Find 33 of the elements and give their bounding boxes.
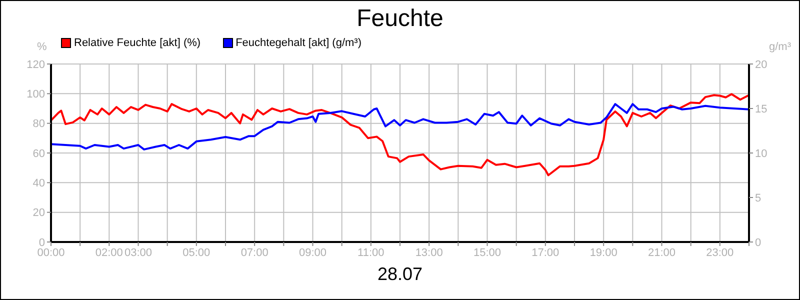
x-tick-label: 02:00 — [95, 246, 123, 259]
legend-label: Relative Feuchte [akt] (%) — [74, 37, 201, 49]
y-axis-title: % — [37, 41, 47, 53]
y2-tick-label: 10 — [755, 148, 768, 160]
x-tick-label: 11:00 — [358, 246, 384, 259]
x-tick-label: 13:00 — [415, 246, 443, 259]
x-tick-label: 19:00 — [590, 246, 618, 259]
x-tick-label: 00:00 — [37, 246, 65, 259]
x-tick-label: 17:00 — [532, 246, 560, 259]
x-axis-title: 28.07 — [376, 264, 424, 285]
x-tick-label: 05:00 — [182, 246, 210, 259]
x-tick-label: 21:00 — [648, 246, 676, 259]
y2-tick-label: 0 — [755, 236, 762, 249]
line-series — [51, 93, 749, 176]
y2-tick-label: 5 — [755, 192, 762, 204]
y-tick-label: 60 — [32, 148, 45, 160]
y-tick-label: 20 — [32, 207, 45, 220]
y-tick-label: 0 — [38, 236, 45, 249]
y-tick-label: 80 — [32, 118, 45, 130]
y-tick-label: 120 — [26, 58, 45, 71]
y2-axis-title: g/m³ — [769, 41, 791, 53]
x-tick-label: 07:00 — [240, 246, 268, 259]
y2-tick-label: 20 — [755, 58, 768, 71]
x-tick-label: 03:00 — [124, 246, 152, 259]
y-tick-label: 40 — [32, 178, 45, 190]
x-tick-label: 15:00 — [473, 246, 502, 259]
chart-title: Feuchte — [356, 5, 444, 33]
y-tick-label: 100 — [26, 88, 45, 101]
x-tick-label: 23:00 — [706, 246, 734, 259]
line-series — [51, 103, 749, 150]
y2-tick-label: 15 — [755, 103, 768, 116]
legend-label: Feuchtegehalt [akt] (g/m³) — [236, 37, 362, 49]
x-tick-label: 09:00 — [298, 246, 327, 259]
